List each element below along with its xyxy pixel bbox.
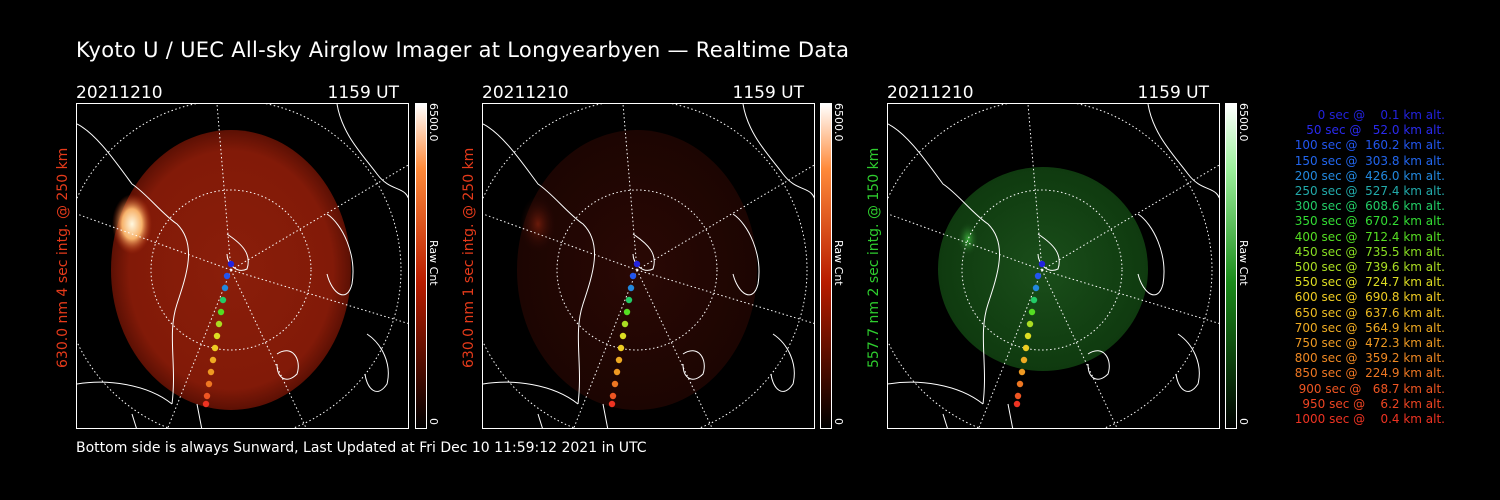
- grid-lines: [888, 104, 1219, 428]
- legend-row: 950 sec @ 6.2 km alt.: [1298, 396, 1445, 411]
- altitude-legend: 0 sec @ 0.1 km alt. 50 sec @ 52.0 km alt…: [1265, 108, 1445, 427]
- legend-row: 350 sec @ 670.2 km alt.: [1290, 214, 1445, 229]
- panel-3-colorbar: [1225, 103, 1237, 429]
- panel-1-colorbar-max: 6500.0: [427, 103, 440, 142]
- panel-2-colorbar-min: 0: [832, 418, 845, 425]
- page-title: Kyoto U / UEC All-sky Airglow Imager at …: [76, 38, 850, 62]
- aurora-spot: [112, 194, 152, 254]
- legend-row: 600 sec @ 690.8 km alt.: [1290, 290, 1445, 305]
- legend-row: 100 sec @ 160.2 km alt.: [1290, 138, 1445, 153]
- aurora-spot: [520, 196, 556, 252]
- legend-row: 400 sec @ 712.4 km alt.: [1290, 229, 1445, 244]
- panel-1-ylabel: 630.0 nm 4 sec intg. @ 250 km: [55, 147, 71, 368]
- trajectory-track: [202, 260, 235, 408]
- legend-row: 450 sec @ 735.5 km alt.: [1290, 244, 1445, 259]
- trajectory-track: [608, 260, 641, 408]
- legend-row: 200 sec @ 426.0 km alt.: [1290, 168, 1445, 183]
- legend-row: 1000 sec @ 0.4 km alt.: [1294, 412, 1445, 427]
- panel-1-image: [76, 103, 409, 429]
- legend-row: 0 sec @ 0.1 km alt.: [1306, 108, 1445, 122]
- panel-2-colorbar: [820, 103, 832, 429]
- legend-row: 500 sec @ 739.6 km alt.: [1290, 260, 1445, 275]
- panel-3-time: 1159 UT: [1137, 83, 1210, 103]
- grid-lines: [483, 104, 814, 428]
- panel-1-colorbar-min: 0: [427, 418, 440, 425]
- legend-row: 50 sec @ 52.0 km alt.: [1298, 123, 1445, 138]
- legend-row: 900 sec @ 68.7 km alt.: [1294, 381, 1445, 396]
- panel-3-image: [887, 103, 1220, 429]
- legend-row: 250 sec @ 527.4 km alt.: [1290, 184, 1445, 199]
- legend-row: 300 sec @ 608.6 km alt.: [1290, 199, 1445, 214]
- footer-note: Bottom side is always Sunward, Last Upda…: [76, 440, 647, 456]
- panel-2-map: [483, 104, 814, 428]
- grid-lines: [77, 104, 408, 428]
- legend-row: 800 sec @ 359.2 km alt.: [1290, 351, 1445, 366]
- panel-3-date: 20211210: [887, 83, 974, 103]
- legend-row: 650 sec @ 637.6 km alt.: [1290, 305, 1445, 320]
- panel-2-image: [482, 103, 815, 429]
- legend-row: 850 sec @ 224.9 km alt.: [1290, 366, 1445, 381]
- panel-1-time: 1159 UT: [327, 83, 400, 103]
- aurora-spot: [958, 223, 978, 255]
- trajectory-track: [1013, 260, 1046, 408]
- panel-3-colorbar-min: 0: [1237, 418, 1250, 425]
- legend-row: 150 sec @ 303.8 km alt.: [1290, 153, 1445, 168]
- panel-1-map: [77, 104, 408, 428]
- panel-3-colorbar-max: 6500.0: [1237, 103, 1250, 142]
- panel-2-colorbar-max: 6500.0: [832, 103, 845, 142]
- panel-3-ylabel: 557.7 nm 2 sec intg. @ 150 km: [866, 147, 882, 368]
- legend-row: 700 sec @ 564.9 km alt.: [1290, 320, 1445, 335]
- panel-1-colorbar: [415, 103, 427, 429]
- map-overlay: [483, 104, 814, 428]
- panel-2-date: 20211210: [482, 83, 569, 103]
- panel-3-colorbar-unit: Raw Cnt: [1237, 240, 1250, 286]
- panel-2-ylabel: 630.0 nm 1 sec intg. @ 250 km: [461, 147, 477, 368]
- panel-2-colorbar-unit: Raw Cnt: [832, 240, 845, 286]
- legend-row: 750 sec @ 472.3 km alt.: [1290, 336, 1445, 351]
- legend-row: 550 sec @ 724.7 km alt.: [1290, 275, 1445, 290]
- panel-2-time: 1159 UT: [732, 83, 805, 103]
- map-overlay: [888, 104, 1219, 428]
- panel-1-date: 20211210: [76, 83, 163, 103]
- panel-3-map: [888, 104, 1219, 428]
- panel-1-colorbar-unit: Raw Cnt: [427, 240, 440, 286]
